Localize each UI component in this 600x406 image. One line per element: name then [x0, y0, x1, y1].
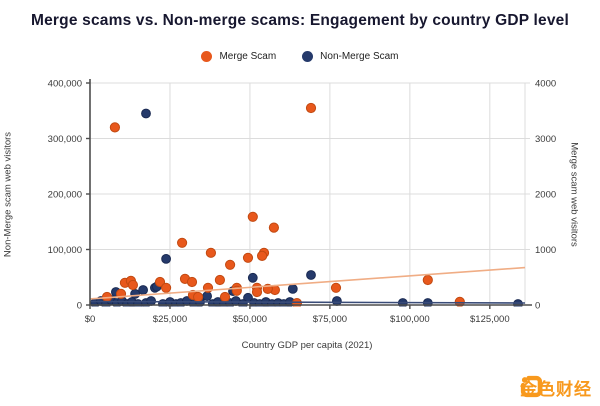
data-point-non-merge-scam — [287, 284, 298, 294]
y-axis-title-left: Non-Merge scam web visitors — [2, 131, 14, 258]
tick-labels: 400,000 300,000 200,000 100,000 0 4000 3000 200… — [48, 79, 556, 326]
data-point-non-merge-scam — [513, 299, 523, 307]
y-axis-title-right: Merge scam web visitors — [568, 142, 580, 247]
trend-line-merge-scam — [89, 266, 526, 300]
y-tick-right: 3000 — [535, 134, 556, 145]
data-point-merge-scam — [305, 102, 317, 114]
data-point-merge-scam — [161, 282, 172, 293]
data-point-non-merge-scam — [138, 285, 149, 295]
data-points — [90, 102, 523, 307]
legend: Merge Scam Non-Merge Scam — [0, 51, 600, 62]
y-tick-left: 300,000 — [48, 134, 82, 145]
data-point-merge-scam — [454, 296, 465, 307]
legend-item-merge-scam: Merge Scam — [201, 51, 276, 62]
data-point-merge-scam — [109, 122, 121, 133]
data-point-merge-scam — [242, 252, 254, 263]
data-point-merge-scam — [177, 237, 188, 248]
data-point-non-merge-scam — [247, 272, 258, 283]
data-point-non-merge-scam — [130, 289, 141, 299]
trend-lines — [89, 266, 526, 304]
x-tick: $0 — [85, 314, 96, 325]
jinse-finance-logo: 金色财经 — [520, 375, 592, 400]
data-point-merge-scam — [251, 286, 263, 298]
x-tick: $100,000 — [390, 314, 430, 325]
data-point-non-merge-scam — [306, 270, 316, 280]
data-point-non-merge-scam — [161, 254, 172, 264]
data-point-merge-scam — [291, 298, 302, 307]
data-point-merge-scam — [154, 276, 166, 288]
legend-label-non-merge-scam: Non-Merge Scam — [320, 51, 399, 62]
x-axis-title: Country GDP per capita (2021) — [241, 340, 373, 351]
y-tick-right: 1000 — [535, 245, 556, 256]
x-tick: $25,000 — [153, 314, 187, 325]
data-point-merge-scam — [186, 276, 198, 288]
x-tick: $50,000 — [233, 314, 267, 325]
y-tick-left: 0 — [77, 301, 82, 312]
legend-label-merge-scam: Merge Scam — [219, 51, 277, 62]
y-tick-left: 200,000 — [48, 190, 82, 201]
data-point-merge-scam — [127, 279, 138, 291]
data-point-merge-scam — [422, 274, 433, 286]
merge-scam-dot-icon — [201, 51, 213, 62]
data-point-merge-scam — [330, 282, 342, 293]
y-tick-right: 0 — [535, 301, 540, 312]
non-merge-scam-dot-icon — [302, 51, 314, 62]
data-point-non-merge-scam — [141, 108, 151, 119]
data-point-merge-scam — [257, 250, 268, 261]
data-point-merge-scam — [193, 291, 204, 303]
axes — [86, 79, 532, 309]
data-point-non-merge-scam — [202, 291, 213, 302]
y-tick-left: 100,000 — [48, 245, 82, 256]
legend-item-non-merge-scam: Non-Merge Scam — [302, 51, 399, 62]
y-tick-right: 4000 — [535, 79, 556, 90]
data-point-merge-scam — [205, 247, 216, 258]
data-point-merge-scam — [268, 222, 279, 233]
data-point-merge-scam — [247, 211, 258, 222]
y-tick-right: 2000 — [535, 190, 556, 201]
data-point-merge-scam — [214, 274, 225, 286]
data-point-merge-scam — [219, 291, 231, 303]
trend-line-non-merge-scam — [89, 300, 526, 304]
data-point-merge-scam — [225, 259, 236, 270]
data-point-non-merge-scam — [332, 296, 342, 306]
data-point-non-merge-scam — [238, 299, 248, 307]
y-tick-left: 400,000 — [48, 79, 82, 90]
x-tick: $125,000 — [470, 314, 510, 325]
chart-title: Merge scams vs. Non-merge scams: Engagem… — [31, 12, 569, 29]
jinse-logo-icon — [520, 375, 543, 398]
x-tick: $75,000 — [313, 314, 347, 325]
